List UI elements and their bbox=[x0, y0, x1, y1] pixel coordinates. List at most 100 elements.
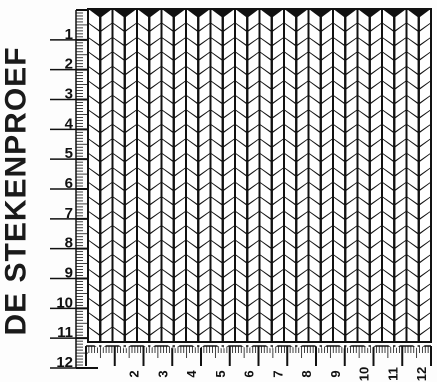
stitch-leg-right bbox=[174, 154, 185, 175]
stitch-leg-right bbox=[199, 168, 210, 190]
stitch-leg-right bbox=[321, 284, 332, 306]
stitch-leg-right bbox=[199, 313, 210, 334]
stitch-leg-right bbox=[174, 241, 185, 262]
stitch-leg-right bbox=[370, 197, 381, 219]
stitch-leg-left bbox=[211, 154, 222, 175]
stitch-leg-right bbox=[199, 255, 210, 277]
stitch-leg-left bbox=[260, 241, 271, 262]
stitch-leg-right bbox=[419, 168, 430, 190]
stitch-leg-right bbox=[346, 299, 357, 320]
stitch-leg-right bbox=[370, 154, 381, 175]
stitch-leg-right bbox=[174, 270, 185, 291]
stitch-leg-right bbox=[346, 110, 357, 132]
stitch-leg-right bbox=[370, 299, 381, 320]
stitch-leg-right bbox=[297, 183, 308, 204]
stitch-leg-left bbox=[187, 67, 198, 88]
stitch-leg-left bbox=[334, 284, 345, 306]
stitch-leg-left bbox=[260, 313, 271, 334]
stitch-leg-left bbox=[407, 197, 418, 219]
h-ruler-label: 3 bbox=[155, 370, 170, 377]
stitch-leg-left bbox=[285, 241, 296, 262]
stitch-leg-right bbox=[370, 139, 381, 161]
stitch-leg-left bbox=[260, 9, 271, 30]
stitch-leg-left bbox=[89, 197, 100, 219]
stitch-leg-right bbox=[223, 23, 234, 45]
stitch-leg-right bbox=[125, 168, 136, 190]
stitch-leg-right bbox=[272, 270, 283, 291]
stitch-leg-right bbox=[125, 284, 136, 306]
h-ruler-label: 4 bbox=[184, 370, 199, 378]
stitch-leg-right bbox=[125, 38, 136, 59]
stitch-leg-right bbox=[272, 284, 283, 306]
stitch-leg-right bbox=[370, 23, 381, 45]
stitch-leg-left bbox=[309, 110, 320, 132]
stitch-leg-left bbox=[113, 67, 124, 88]
stitch-leg-left bbox=[407, 9, 418, 30]
stitch-leg-right bbox=[419, 183, 430, 204]
stitch-leg-left bbox=[309, 255, 320, 277]
stitch-leg-left bbox=[407, 226, 418, 248]
stitch-leg-right bbox=[248, 183, 259, 204]
stitch-leg-left bbox=[162, 241, 173, 262]
stitch-leg-left bbox=[334, 299, 345, 320]
stitch-leg-right bbox=[223, 284, 234, 306]
stitch-leg-right bbox=[150, 197, 161, 219]
stitch-leg-right bbox=[297, 168, 308, 190]
stitch-leg-right bbox=[272, 328, 283, 349]
stitch-leg-right bbox=[346, 23, 357, 45]
stitch-leg-right bbox=[297, 67, 308, 88]
stitch-leg-left bbox=[138, 110, 149, 132]
stitch-leg-right bbox=[125, 226, 136, 248]
stitch-leg-left bbox=[113, 23, 124, 45]
stitch-leg-left bbox=[358, 168, 369, 190]
stitch-leg-left bbox=[383, 226, 394, 248]
stitch-leg-right bbox=[346, 38, 357, 59]
stitch-leg-right bbox=[101, 125, 112, 146]
stitch-leg-left bbox=[383, 284, 394, 306]
stitch-leg-left bbox=[113, 139, 124, 161]
stitch-leg-right bbox=[223, 313, 234, 334]
stitch-leg-left bbox=[334, 241, 345, 262]
stitch-leg-left bbox=[260, 52, 271, 74]
stitch-leg-left bbox=[358, 125, 369, 146]
stitch-leg-right bbox=[248, 328, 259, 349]
stitch-leg-left bbox=[407, 328, 418, 349]
stitch-leg-left bbox=[187, 212, 198, 233]
stitch-leg-left bbox=[260, 212, 271, 233]
stitch-leg-right bbox=[223, 38, 234, 59]
stitch-leg-right bbox=[370, 183, 381, 204]
stitch-leg-left bbox=[407, 284, 418, 306]
stitch-leg-left bbox=[407, 67, 418, 88]
stitch-leg-left bbox=[187, 23, 198, 45]
stitch-leg-right bbox=[346, 52, 357, 74]
stitch-leg-right bbox=[101, 241, 112, 262]
stitch-leg-left bbox=[383, 197, 394, 219]
stitch-leg-left bbox=[236, 212, 247, 233]
stitch-leg-left bbox=[358, 226, 369, 248]
stitch-leg-right bbox=[174, 9, 185, 30]
stitch-leg-right bbox=[321, 67, 332, 88]
stitch-leg-left bbox=[407, 52, 418, 74]
stitch-leg-left bbox=[309, 313, 320, 334]
stitch-leg-left bbox=[358, 299, 369, 320]
stitch-leg-left bbox=[113, 212, 124, 233]
stitch-leg-left bbox=[138, 96, 149, 117]
stitch-leg-right bbox=[346, 255, 357, 277]
stitch-leg-left bbox=[113, 168, 124, 190]
stitch-leg-right bbox=[174, 52, 185, 74]
stitch-leg-left bbox=[358, 313, 369, 334]
stitch-leg-right bbox=[174, 313, 185, 334]
stitch-leg-right bbox=[223, 255, 234, 277]
stitch-leg-right bbox=[223, 226, 234, 248]
stitch-leg-right bbox=[346, 183, 357, 204]
stitch-leg-right bbox=[419, 23, 430, 45]
stitch-leg-left bbox=[236, 284, 247, 306]
stitch-leg-left bbox=[285, 328, 296, 349]
stitch-leg-right bbox=[419, 241, 430, 262]
v-ruler-label: 3 bbox=[65, 86, 73, 103]
stitch-leg-left bbox=[334, 183, 345, 204]
stitch-leg-right bbox=[297, 38, 308, 59]
stitch-leg-left bbox=[236, 154, 247, 175]
stitch-leg-left bbox=[309, 52, 320, 74]
stitch-leg-right bbox=[248, 67, 259, 88]
